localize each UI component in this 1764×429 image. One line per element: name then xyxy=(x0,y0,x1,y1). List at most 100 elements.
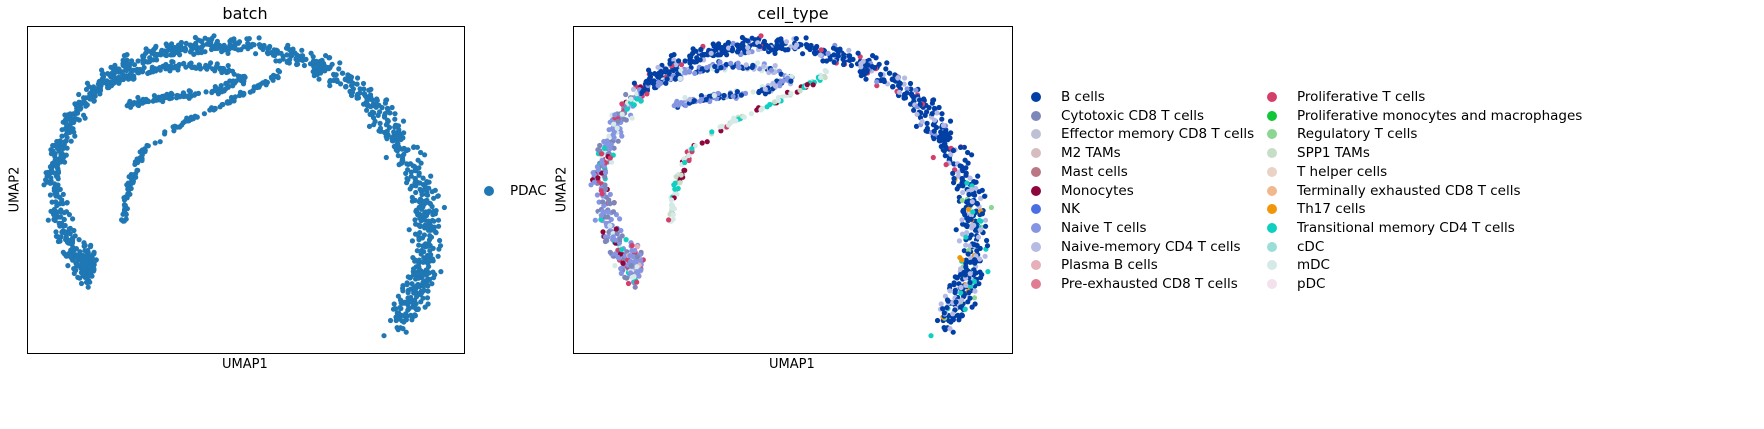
scatter-point xyxy=(890,84,896,90)
scatter-point xyxy=(678,67,684,73)
scatter-point xyxy=(977,245,983,251)
scatter-point xyxy=(60,191,66,197)
scatter-point xyxy=(704,139,710,145)
scatter-point xyxy=(940,306,946,312)
scatter-point xyxy=(212,106,218,112)
scatter-point xyxy=(151,93,157,99)
scatter-point xyxy=(622,274,628,280)
scatter-point xyxy=(942,153,948,159)
scatter-point xyxy=(364,96,370,102)
scatter-point xyxy=(959,197,965,203)
scatter-point xyxy=(615,118,621,124)
scatter-point xyxy=(748,111,754,117)
scatter-point xyxy=(47,164,53,170)
scatter-point xyxy=(383,154,389,161)
scatter-point xyxy=(52,191,58,197)
scatter-point xyxy=(370,97,376,103)
scatter-point xyxy=(808,42,814,49)
legend-marker xyxy=(484,186,494,196)
scatter-point xyxy=(907,80,914,87)
scatter-point xyxy=(930,154,936,161)
scatter-point xyxy=(413,189,419,196)
scatter-point xyxy=(437,243,444,249)
scatter-point xyxy=(619,133,625,139)
scatter-point xyxy=(779,94,785,100)
legend-label: mDC xyxy=(1297,257,1330,274)
scatter-point xyxy=(125,186,131,192)
scatter-point xyxy=(969,199,975,205)
scatter-point xyxy=(164,92,170,99)
scatter-point xyxy=(191,44,198,50)
scatter-point xyxy=(76,237,82,243)
scatter-point xyxy=(874,79,880,85)
legend-label: B cells xyxy=(1061,89,1105,105)
scatter-point xyxy=(348,75,354,81)
scatter-point xyxy=(713,43,720,49)
scatter-point xyxy=(130,75,136,81)
scatter-point xyxy=(964,215,970,221)
scatter-point xyxy=(963,199,970,205)
scatter-point xyxy=(671,182,677,188)
scatter-point xyxy=(988,204,994,211)
scatter-point xyxy=(366,123,373,129)
scatter-point xyxy=(615,138,621,144)
scatter-point xyxy=(931,136,937,142)
scatter-point xyxy=(126,174,132,180)
scatter-point xyxy=(609,126,615,132)
scatter-point xyxy=(53,209,59,215)
scatter-point xyxy=(965,149,971,156)
scatter-point xyxy=(958,266,964,272)
legend-label: PDAC xyxy=(510,183,547,199)
scatter-point xyxy=(404,161,410,167)
scatter-point xyxy=(168,90,174,96)
scatter-point xyxy=(367,111,373,117)
scatter-point xyxy=(394,142,400,148)
scatter-point xyxy=(846,53,852,59)
scatter-point xyxy=(261,42,267,49)
scatter-point xyxy=(188,60,194,66)
scatter-point xyxy=(600,209,606,215)
scatter-point xyxy=(412,197,418,203)
legend-label: Terminally exhausted CD8 T cells xyxy=(1297,182,1521,199)
scatter-point xyxy=(611,200,617,206)
scatter-point xyxy=(803,42,809,48)
scatter-point xyxy=(611,121,617,127)
legend-label: Cytotoxic CD8 T cells xyxy=(1061,107,1205,124)
scatter-point xyxy=(72,233,78,239)
scatter-point xyxy=(818,47,824,53)
scatter-point xyxy=(140,68,146,74)
scatter-point xyxy=(682,58,688,64)
scatter-point xyxy=(726,122,732,128)
scatter-point xyxy=(914,111,920,117)
scatter-point xyxy=(687,68,693,74)
scatter-point xyxy=(112,62,118,68)
scatter-point xyxy=(421,216,427,222)
scatter-point xyxy=(116,80,122,86)
scatter-point xyxy=(174,92,180,99)
scatter-point xyxy=(830,45,837,51)
scatter-point xyxy=(715,52,721,58)
scatter-point xyxy=(817,52,823,58)
scatter-point xyxy=(691,98,697,104)
scatter-point xyxy=(698,96,705,103)
scatter-point xyxy=(55,182,61,188)
scatter-point xyxy=(209,43,216,49)
scatter-point xyxy=(125,191,131,197)
scatter-point xyxy=(428,234,435,240)
scatter-point xyxy=(858,64,864,70)
scatter-point xyxy=(966,191,972,198)
scatter-point xyxy=(50,142,56,149)
scatter-point xyxy=(311,64,317,70)
scatter-point xyxy=(186,118,192,124)
scatter-point xyxy=(411,290,417,296)
scatter-point xyxy=(846,47,852,53)
scatter-point xyxy=(322,64,328,70)
scatter-point xyxy=(619,233,625,239)
scatter-point xyxy=(681,167,687,173)
scatter-point xyxy=(630,86,637,92)
scatter-point xyxy=(389,135,395,141)
scatter-point xyxy=(116,66,122,72)
scatter-point xyxy=(171,128,177,134)
scatter-point xyxy=(410,163,416,169)
scatter-point xyxy=(788,90,794,96)
